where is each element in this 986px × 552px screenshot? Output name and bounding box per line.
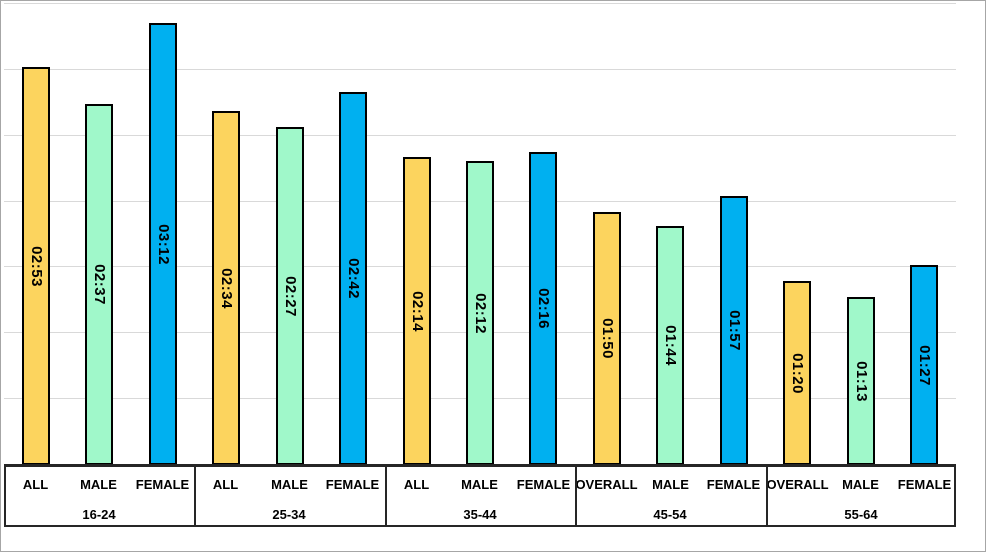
category-label-25-34-female: FEMALE	[325, 477, 380, 492]
category-label-35-44-male: MALE	[461, 477, 498, 492]
bar-35-44-female: 02:16	[529, 152, 557, 465]
category-label-25-34-male: MALE	[271, 477, 308, 492]
bar-value-label: 02:12	[471, 292, 489, 334]
category-label-35-44-all: ALL	[403, 477, 430, 492]
bar-value-label: 02:37	[90, 264, 108, 305]
bar-25-34-male: 02:27	[276, 127, 304, 465]
group-divider	[194, 465, 196, 526]
age-group-label-35-44: 35-44	[463, 507, 497, 522]
bar-value-label: 01:27	[915, 344, 933, 386]
bar-55-64-overall: 01:20	[783, 281, 811, 465]
category-label-16-24-female: FEMALE	[135, 477, 190, 492]
category-label-55-64-overall: OVERALL	[766, 477, 829, 492]
bar-25-34-all: 02:34	[212, 111, 240, 465]
axis-label-box-border	[4, 525, 956, 527]
bar-value-label: 01:20	[788, 352, 806, 394]
x-axis-line	[4, 464, 956, 467]
bar-45-54-female: 01:57	[720, 196, 748, 465]
bar-55-64-male: 01:13	[847, 297, 875, 465]
age-group-label-45-54: 45-54	[653, 507, 687, 522]
bar-55-64-female: 01:27	[910, 265, 938, 465]
group-divider	[575, 465, 577, 526]
bar-35-44-male: 02:12	[466, 161, 494, 465]
category-label-16-24-male: MALE	[80, 477, 117, 492]
gridline	[4, 134, 956, 136]
bar-value-label: 01:50	[598, 318, 616, 359]
bar-value-label: 01:57	[725, 310, 743, 351]
bar-value-label: 01:13	[852, 360, 870, 402]
group-divider	[954, 465, 956, 526]
category-label-45-54-overall: OVERALL	[575, 477, 638, 492]
plot-area: 02:53 ALL 02:37 MALE 03:12 FEMALE 16-24 02:34 AL…	[4, 1, 956, 551]
bar-value-label: 02:34	[217, 267, 235, 309]
category-label-25-34-all: ALL	[212, 477, 239, 492]
category-label-45-54-male: MALE	[652, 477, 689, 492]
age-group-label-25-34: 25-34	[272, 507, 306, 522]
bar-45-54-male: 01:44	[656, 226, 684, 465]
bar-value-label: 02:42	[344, 258, 362, 299]
category-label-55-64-male: MALE	[842, 477, 879, 492]
bar-value-label: 02:16	[534, 288, 552, 329]
category-label-16-24-all: ALL	[22, 477, 49, 492]
group-divider	[385, 465, 387, 526]
bar-25-34-female: 02:42	[339, 92, 367, 465]
bar-16-24-male: 02:37	[85, 104, 113, 465]
age-group-label-16-24: 16-24	[82, 507, 116, 522]
category-label-55-64-female: FEMALE	[897, 477, 952, 492]
bar-16-24-female: 03:12	[149, 23, 177, 465]
bar-value-label: 01:44	[661, 325, 679, 366]
bar-value-label: 02:53	[27, 245, 45, 287]
category-label-45-54-female: FEMALE	[706, 477, 761, 492]
group-divider	[4, 465, 6, 526]
bar-value-label: 03:12	[154, 223, 172, 265]
bar-value-label: 02:14	[408, 290, 426, 332]
gridline	[4, 68, 956, 70]
bar-35-44-all: 02:14	[403, 157, 431, 465]
bar-value-label: 02:27	[281, 275, 299, 317]
age-group-label-55-64: 55-64	[844, 507, 878, 522]
bar-16-24-all: 02:53	[22, 67, 50, 465]
bar-45-54-overall: 01:50	[593, 212, 621, 465]
group-divider	[766, 465, 768, 526]
category-label-35-44-female: FEMALE	[516, 477, 571, 492]
gridline	[4, 3, 956, 4]
